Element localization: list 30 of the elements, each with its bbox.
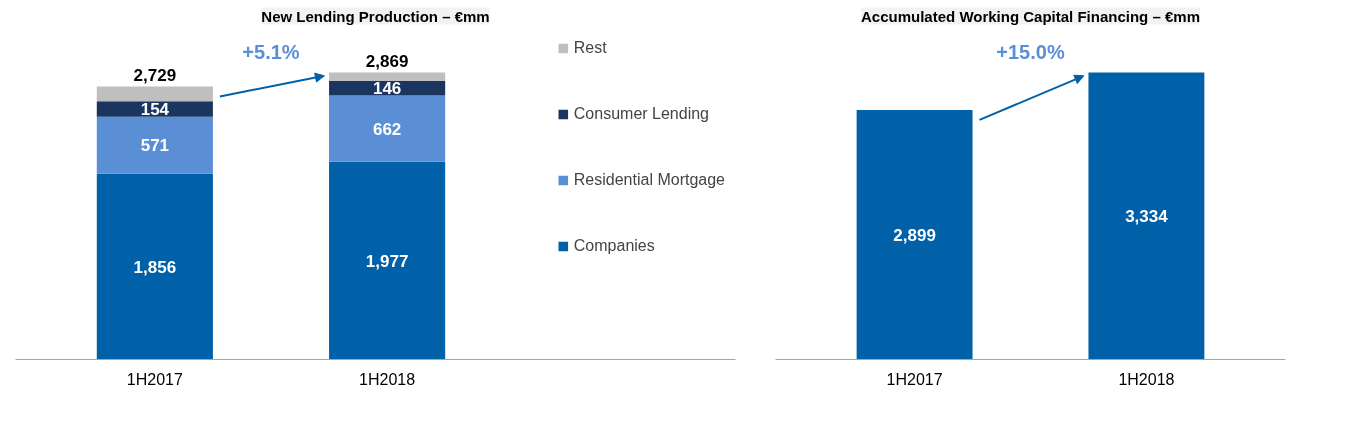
legend-label: Rest bbox=[573, 39, 607, 57]
bar bbox=[96, 173, 213, 360]
data-label: 3,334 bbox=[1125, 207, 1169, 227]
bar bbox=[329, 161, 446, 360]
data-label: 1,977 bbox=[365, 251, 409, 271]
bar bbox=[329, 80, 446, 96]
data-label: 662 bbox=[372, 119, 402, 139]
data-label: 154 bbox=[140, 100, 170, 120]
legend-label: Companies bbox=[573, 237, 655, 255]
bar bbox=[96, 86, 213, 102]
data-label: 2,899 bbox=[893, 225, 936, 245]
data-label: 146 bbox=[372, 79, 402, 99]
bar bbox=[329, 72, 446, 81]
x-tick-label: 1H2017 bbox=[126, 370, 183, 388]
legend-label: Consumer Lending bbox=[573, 105, 709, 123]
bar bbox=[96, 116, 213, 174]
bar bbox=[96, 101, 213, 117]
text: +15.0% bbox=[996, 40, 1065, 63]
x-tick-label: 1H2018 bbox=[1118, 370, 1175, 388]
data-label: 1,856 bbox=[133, 257, 177, 277]
bar bbox=[329, 95, 446, 162]
legend-label: Residential Mortgage bbox=[573, 171, 725, 189]
chart-title: New Lending Production – €mm bbox=[261, 7, 490, 25]
total-label: 2,729 bbox=[133, 65, 177, 85]
x-tick-label: 1H2017 bbox=[886, 370, 943, 388]
total-label: 2,869 bbox=[365, 51, 409, 71]
text: +5.1% bbox=[242, 40, 300, 63]
x-tick-label: 1H2018 bbox=[359, 370, 416, 388]
data-label: 571 bbox=[140, 136, 170, 156]
chart-title: Accumulated Working Capital Financing – €mm bbox=[861, 7, 1200, 25]
